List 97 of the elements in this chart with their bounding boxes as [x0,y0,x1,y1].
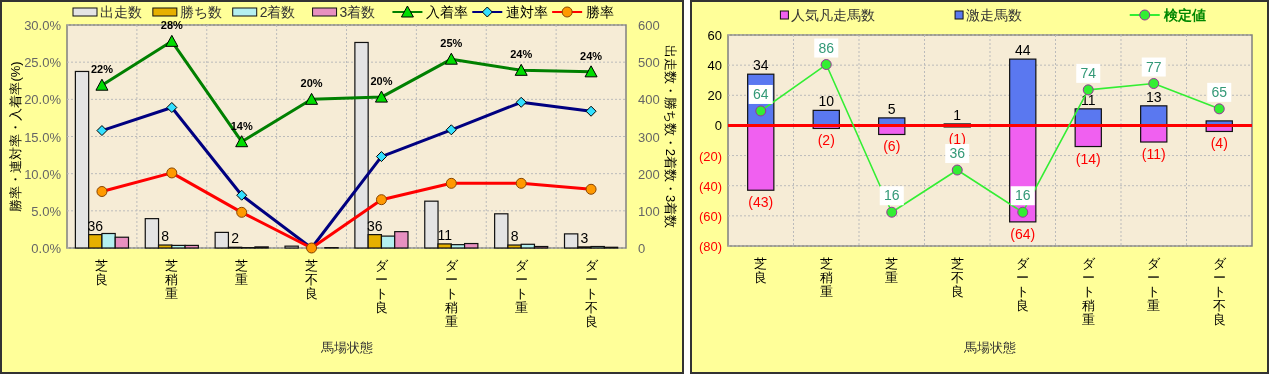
data-label: 74 [1080,64,1097,81]
y-tick-label: 0.0% [31,241,62,256]
legend-label: 出走数 [100,4,142,20]
legend-label: 激走馬数 [966,7,1023,23]
y-tick-label: (80) [698,239,722,254]
data-label: (14) [1075,150,1101,167]
y-tick-label: 60 [707,28,722,43]
data-label: 34 [752,57,769,74]
x-tick-label: ダート稍重 [1081,256,1096,327]
x-tick-label: 芝重 [235,258,249,287]
y-axis-title: 勝率・連対率・入着率(%) [8,61,23,212]
y-tick-label: 20 [707,88,722,104]
bar [1009,58,1037,127]
data-label: 2 [231,230,240,247]
bar [747,124,775,191]
x-tick-label: 芝不良 [305,258,319,301]
point [820,59,832,71]
x-tick-label: 芝良 [95,258,109,287]
y-tick-label: 5.0% [31,203,62,219]
x-tick-label: ダート不良 [584,258,599,329]
point [951,164,963,176]
legend-label: 検定値 [1162,7,1206,23]
y2-tick-label: 600 [638,18,660,33]
data-label: 11 [1080,91,1096,108]
data-label: (4) [1210,135,1228,152]
x-tick-label: ダート稍重 [444,258,459,329]
data-label: 24% [580,49,603,62]
data-label: 36 [949,145,966,162]
data-label: 25% [440,37,463,50]
data-label: 3 [580,229,589,246]
y-tick-label: 40 [707,58,722,74]
y-tick-label: 25.0% [24,55,62,71]
data-label: (6) [883,138,901,155]
data-label: (64) [1010,225,1036,242]
legend-label: 3着数 [339,4,376,20]
y2-tick-label: 0 [638,241,646,256]
x-tick-label: ダート重 [514,258,529,315]
data-label: 77 [1145,58,1162,75]
legend-label: 入着率 [426,4,469,20]
y-tick-label: 0 [714,118,722,134]
x-tick-label: 芝不良 [950,256,964,299]
y2-axis-title: 出走数・勝ち数・2着数・3着数 [663,44,678,229]
point [886,206,898,218]
y-tick-label: 10.0% [24,166,62,182]
y-tick-label: 30.0% [24,18,62,33]
legend-label: 勝率 [586,4,615,20]
legend-label: 勝ち数 [179,4,222,20]
data-label: 28% [160,19,184,32]
data-label: 5 [887,100,896,117]
point [755,105,767,117]
data-label: 22% [90,63,114,76]
data-label: 16 [1014,187,1031,204]
y2-tick-label: 300 [638,129,660,145]
data-label: 20% [300,77,323,90]
data-label: (11) [1141,146,1166,163]
y-tick-label: (20) [698,148,722,164]
data-label: 14% [230,119,253,132]
data-label: 65 [1211,83,1228,100]
point [1082,84,1094,96]
y2-tick-label: 500 [638,55,660,71]
x-tick-label: ダート重 [1147,256,1162,313]
y2-tick-label: 100 [638,203,660,219]
x-tick-label: 芝稍重 [165,258,179,301]
y-tick-label: 15.0% [24,129,62,145]
legend-label: 人気凡走馬数 [791,7,876,23]
point [1017,206,1029,218]
legend-label: 連対率 [506,4,549,20]
x-tick-label: 芝良 [754,256,768,285]
y-tick-label: (60) [698,208,722,224]
x-tick-label: 芝重 [885,256,899,285]
data-label: 44 [1014,42,1031,59]
data-label: (2) [817,132,835,149]
data-label: 24% [510,48,533,61]
point [1213,103,1225,115]
point [1148,78,1160,90]
y2-tick-label: 400 [638,92,660,108]
y-tick-label: 20.0% [24,92,62,108]
y2-tick-label: 200 [638,166,660,182]
data-label: (43) [748,194,774,211]
x-tick-label: 芝稍重 [819,256,833,299]
x-axis-title: 馬場状態 [963,340,1016,355]
data-label: 13 [1145,88,1162,105]
data-label: 10 [818,93,835,110]
legend-label: 2着数 [259,4,296,20]
data-label: 20% [370,75,393,88]
data-label: 1 [953,106,962,123]
data-label: 64 [752,85,769,102]
data-label: 16 [883,187,900,204]
data-label: 8 [510,228,519,245]
data-label: 86 [818,39,835,56]
x-tick-label: ダート良 [1016,256,1031,313]
x-tick-label: ダート良 [374,258,389,315]
y-tick-label: (40) [698,178,722,194]
data-label: 8 [161,228,170,245]
x-tick-label: ダート不良 [1212,256,1227,327]
x-axis-title: 馬場状態 [319,340,373,355]
bar [1140,105,1168,127]
